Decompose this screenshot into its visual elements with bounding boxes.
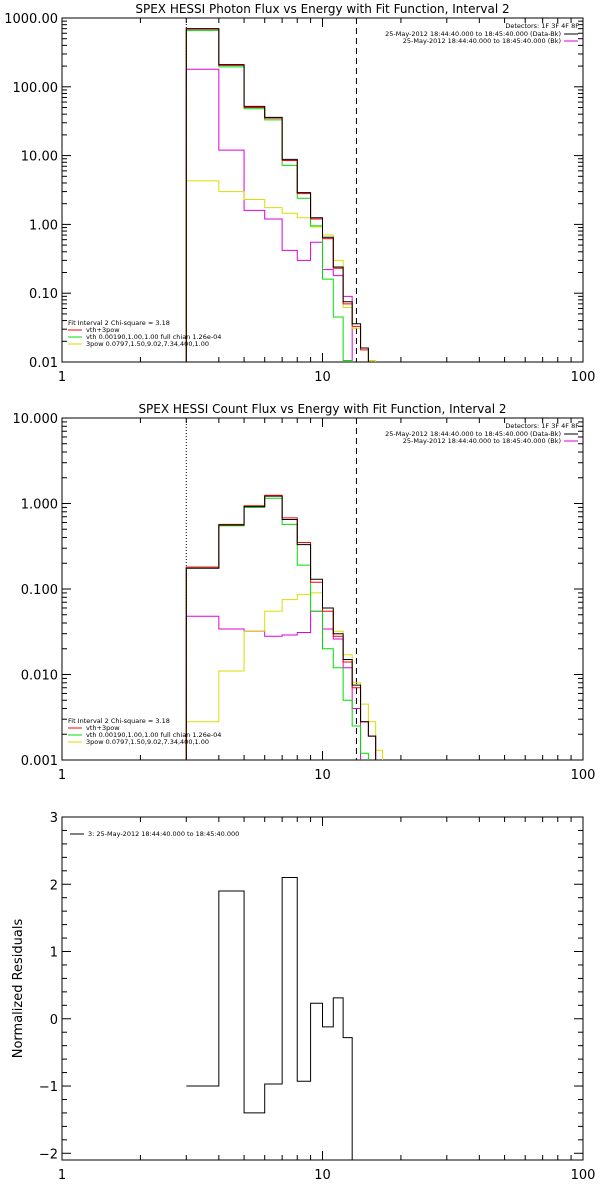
legend-entry: 3pow 0.0797,1.50,9.02,7.34,400,1.00 <box>86 738 209 746</box>
x-tick-label: 10 <box>314 768 331 783</box>
legend-fit-header: Fit Interval 2 Chi-square = 3.18 <box>68 717 170 725</box>
y-tick-label: 0 <box>50 1013 58 1028</box>
y-tick-label: 10.00 <box>21 150 58 165</box>
legend-entry: 25-May-2012 18:44:40.000 to 18:45:40.000… <box>403 437 561 445</box>
y-tick-label: 2 <box>50 878 58 893</box>
series-group <box>185 494 384 760</box>
legend-detectors: Detectors: 1F 3F 4F 8F <box>505 22 579 30</box>
chart-2: SPEX HESSI Count Flux vs Energy with Fit… <box>13 402 596 783</box>
legend-entry: vth+3pow <box>86 724 120 732</box>
x-tick-label: 1 <box>58 1168 66 1183</box>
y-tick-label: 0.010 <box>21 669 58 684</box>
series-vth <box>185 29 353 362</box>
series-data-bk <box>185 495 377 760</box>
y-axis-label: Normalized Residuals <box>11 919 26 1059</box>
x-tick-label: 100 <box>571 768 596 783</box>
series-vth <box>185 497 369 760</box>
legend-fit-header: Fit Interval 2 Chi-square = 3.18 <box>68 319 170 327</box>
y-tick-label: 1 <box>50 946 58 961</box>
series-bk <box>185 610 362 760</box>
y-tick-label: 1.00 <box>29 218 58 233</box>
series-data-bk <box>185 28 369 362</box>
legend-detectors: Detectors: 1F 3F 4F 8F <box>505 422 579 430</box>
series-residuals <box>186 877 353 1160</box>
x-tick-label: 100 <box>571 370 596 385</box>
legend-top-left: 3: 25-May-2012 18:44:40.000 to 18:45:40.… <box>70 830 239 838</box>
legend-bottom-left: Fit Interval 2 Chi-square = 3.18vth+3pow… <box>68 717 221 746</box>
y-tick-label: 0.01 <box>29 356 58 371</box>
y-tick-label: 1.000 <box>21 498 58 513</box>
y-tick-label: 0.100 <box>21 583 58 598</box>
x-tick-label: 1 <box>58 768 66 783</box>
legend-entry: 25-May-2012 18:44:40.000 to 18:45:40.000… <box>385 30 561 38</box>
legend-bottom-left: Fit Interval 2 Chi-square = 3.18vth+3pow… <box>68 319 221 348</box>
y-tick-label: 0.10 <box>29 287 58 302</box>
y-tick-label: −1 <box>39 1080 58 1095</box>
x-tick-label: 10 <box>314 1168 331 1183</box>
chart-title: SPEX HESSI Count Flux vs Energy with Fit… <box>138 402 506 416</box>
legend-entry: 3: 25-May-2012 18:44:40.000 to 18:45:40.… <box>88 830 239 838</box>
y-tick-label: 3 <box>50 811 58 826</box>
plot-frame <box>61 816 584 1161</box>
legend-entry: 25-May-2012 18:44:40.000 to 18:45:40.000… <box>403 37 561 45</box>
x-tick-label: 100 <box>571 1168 596 1183</box>
y-tick-label: 100.00 <box>13 81 59 96</box>
plot-frame <box>61 17 584 363</box>
series-group <box>185 28 377 362</box>
series-bk <box>185 68 353 362</box>
legend-entry: 3pow 0.0797,1.50,9.02,7.34,400,1.00 <box>86 340 209 348</box>
series-vth-3pow <box>185 28 369 362</box>
x-tick-label: 1 <box>58 370 66 385</box>
chart-title: SPEX HESSI Photon Flux vs Energy with Fi… <box>135 2 509 16</box>
y-tick-label: 10.000 <box>13 412 59 427</box>
y-tick-label: 0.001 <box>21 754 58 769</box>
legend-entry: vth 0.00190,1.00,1.00 full chian 1.26e-0… <box>86 333 221 341</box>
series-group <box>186 877 353 1160</box>
chart-1: SPEX HESSI Photon Flux vs Energy with Fi… <box>4 2 595 385</box>
y-tick-label: 1000.00 <box>4 12 58 27</box>
x-tick-label: 10 <box>314 370 331 385</box>
series-vth-3pow <box>185 494 377 760</box>
legend-entry: vth+3pow <box>86 326 120 334</box>
legend-entry: vth 0.00190,1.00,1.00 full chian 1.26e-0… <box>86 731 221 739</box>
y-tick-label: −2 <box>39 1147 58 1162</box>
legend-entry: 25-May-2012 18:44:40.000 to 18:45:40.000… <box>385 430 561 438</box>
